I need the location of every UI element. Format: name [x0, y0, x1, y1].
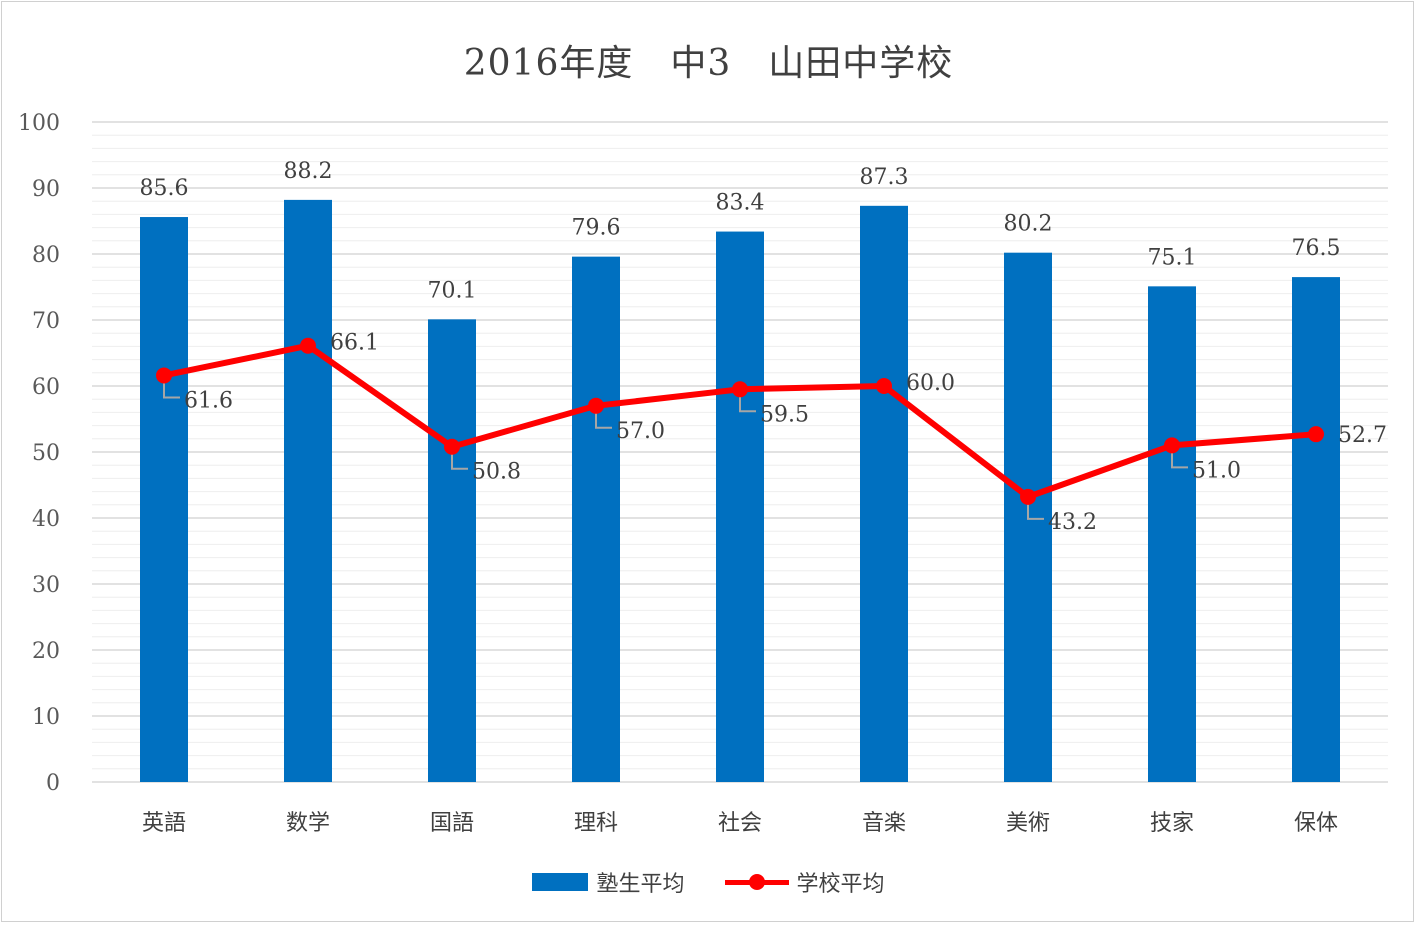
y-tick-label: 100: [18, 111, 60, 136]
y-tick-label: 60: [32, 375, 60, 400]
legend-label-bar: 塾生平均: [596, 872, 685, 897]
y-tick-label: 20: [32, 639, 60, 664]
y-tick-label: 50: [32, 441, 60, 466]
y-tick-label: 90: [32, 177, 60, 202]
bar: [1148, 286, 1196, 782]
leader-line: [1171, 451, 1188, 469]
legend-swatch-line: [724, 873, 789, 891]
legend-swatch-bar: [532, 873, 589, 891]
leader-line: [1027, 502, 1044, 520]
chart-legend: 塾生平均 学校平均: [0, 866, 1417, 898]
legend-label-line: 学校平均: [796, 872, 885, 897]
y-tick-label: 70: [32, 309, 60, 334]
legend-item-bar: 塾生平均: [532, 866, 685, 898]
bar: [716, 231, 764, 782]
line-data-label: 50.8: [472, 460, 521, 485]
line-marker: [156, 367, 172, 384]
bar-data-label: 79.6: [572, 216, 621, 241]
y-tick-label: 40: [32, 507, 60, 532]
line-data-label: 51.0: [1192, 458, 1241, 483]
bar-data-label: 87.3: [860, 165, 909, 190]
bar-data-label: 83.4: [716, 191, 765, 216]
line-data-label: 43.2: [1048, 510, 1097, 535]
x-tick-label: 理科: [574, 811, 618, 836]
x-tick-label: 数学: [286, 811, 330, 836]
x-tick-label: 保体: [1294, 811, 1338, 836]
bar-data-label: 80.2: [1004, 212, 1053, 237]
x-tick-label: 美術: [1006, 811, 1050, 836]
line-marker: [1164, 437, 1180, 454]
line-data-label: 66.1: [330, 331, 379, 356]
bar-data-label: 88.2: [284, 159, 333, 184]
leader-line: [451, 452, 468, 470]
line-marker: [300, 337, 316, 354]
bar-data-label: 85.6: [140, 176, 189, 201]
bar-data-label: 75.1: [1148, 245, 1197, 270]
y-tick-label: 80: [32, 243, 60, 268]
line-marker: [876, 378, 892, 394]
line-marker: [444, 438, 460, 455]
line-marker: [1308, 426, 1324, 443]
line-marker: [732, 381, 748, 398]
line-data-label: 59.5: [760, 402, 809, 427]
line-data-label: 60.0: [906, 371, 955, 396]
line-data-label: 57.0: [616, 419, 665, 444]
bar: [284, 199, 332, 782]
x-tick-label: 英語: [142, 811, 186, 836]
legend-item-line: 学校平均: [724, 866, 885, 898]
y-tick-label: 10: [32, 705, 60, 730]
leader-line: [163, 381, 180, 399]
line-marker: [1020, 488, 1036, 505]
bar: [428, 319, 476, 782]
x-tick-label: 音楽: [862, 811, 906, 836]
bar-data-label: 76.5: [1292, 236, 1341, 261]
y-tick-label: 30: [32, 573, 60, 598]
leader-line: [739, 395, 756, 413]
bar: [140, 217, 188, 783]
chart-title: 2016年度 中3 山田中学校: [463, 43, 954, 84]
x-tick-label: 社会: [718, 811, 762, 836]
line-data-label: 52.7: [1338, 423, 1387, 448]
leader-line: [595, 411, 612, 429]
bar: [572, 256, 620, 782]
x-tick-label: 技家: [1150, 811, 1194, 836]
line-data-label: 61.6: [184, 388, 233, 413]
bar: [1292, 277, 1340, 782]
line-marker: [588, 397, 604, 414]
x-tick-label: 国語: [430, 811, 474, 836]
y-tick-label: 0: [46, 771, 60, 796]
bar-data-label: 70.1: [428, 278, 477, 303]
bar: [860, 205, 908, 782]
